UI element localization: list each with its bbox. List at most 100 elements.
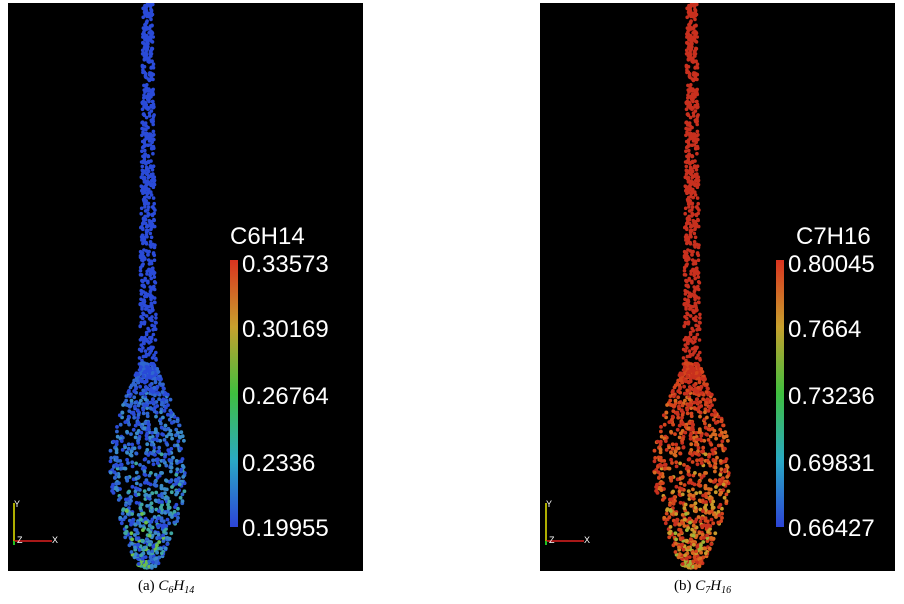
particle [126, 446, 131, 451]
particle [677, 404, 681, 409]
particle [144, 180, 148, 184]
particle [692, 240, 697, 244]
particle [693, 245, 697, 249]
particle [162, 409, 167, 413]
particle [169, 469, 173, 474]
particle [687, 186, 691, 191]
particle [683, 320, 688, 325]
particle [724, 492, 729, 497]
particle [669, 429, 673, 434]
particle [703, 546, 707, 551]
particle [129, 398, 134, 403]
particle [690, 125, 694, 130]
particle [686, 195, 691, 200]
particle [170, 515, 174, 519]
particle [709, 392, 714, 397]
particle [658, 439, 663, 444]
particle [696, 224, 701, 229]
particle [173, 478, 178, 483]
particle [696, 284, 700, 289]
particle [660, 498, 665, 502]
particle [694, 356, 699, 360]
particle [134, 470, 139, 475]
caption-b: (b) C7H16 [674, 578, 732, 596]
particle [687, 73, 692, 78]
particle [717, 478, 722, 483]
particle [701, 493, 705, 498]
particle [661, 413, 666, 418]
caption-a: (a) C6H14 [138, 578, 195, 596]
particle [686, 380, 691, 384]
particle [672, 403, 677, 408]
particle [726, 438, 730, 443]
particle [664, 448, 669, 452]
particle [140, 361, 145, 365]
particle [679, 408, 684, 413]
particle [156, 370, 161, 374]
particle [157, 445, 162, 450]
particle [144, 354, 148, 359]
particle [159, 483, 164, 488]
particle [150, 491, 155, 496]
particle [142, 469, 147, 474]
particle [693, 183, 697, 188]
particle [130, 460, 135, 465]
particle [142, 51, 147, 55]
particle [137, 347, 142, 352]
particle [149, 288, 153, 292]
particle [159, 402, 164, 407]
particle [144, 172, 149, 176]
particle [145, 83, 149, 87]
particle [689, 40, 694, 44]
particle [151, 99, 155, 104]
particle [694, 225, 698, 229]
particle [691, 308, 695, 313]
particle [713, 465, 718, 470]
particle [115, 425, 119, 429]
particle [669, 450, 673, 455]
particle [177, 434, 182, 439]
particle [689, 269, 693, 274]
particle [693, 288, 697, 292]
particle [148, 35, 153, 40]
axis-y-label: Y [14, 499, 20, 509]
particle [159, 516, 164, 520]
particle [714, 436, 718, 441]
particle [146, 326, 150, 331]
particle [693, 505, 698, 510]
particle [166, 502, 170, 507]
particle [119, 439, 124, 443]
particle [148, 271, 153, 275]
particle [160, 390, 165, 394]
particle [160, 500, 164, 504]
particle [682, 524, 687, 528]
particle [695, 62, 700, 66]
particle [138, 506, 143, 511]
particle [143, 13, 147, 17]
particle [150, 308, 154, 313]
particle [135, 408, 140, 413]
particle [115, 434, 120, 439]
particle [703, 402, 708, 407]
particle [155, 550, 160, 555]
particle [117, 413, 122, 418]
particle [142, 426, 147, 431]
particle [151, 437, 156, 442]
particle [175, 419, 180, 424]
particle [694, 303, 698, 308]
particle [152, 446, 157, 450]
particle [687, 100, 692, 105]
particle [682, 483, 687, 487]
particle [683, 343, 688, 347]
particle [126, 475, 130, 480]
particle [716, 510, 721, 514]
particle [139, 517, 143, 522]
particle [683, 175, 688, 179]
particle [177, 476, 181, 480]
particle [127, 409, 132, 413]
particle [719, 443, 724, 448]
particle [704, 494, 708, 499]
particle [678, 451, 682, 456]
particle [688, 8, 693, 13]
particle [149, 183, 153, 188]
